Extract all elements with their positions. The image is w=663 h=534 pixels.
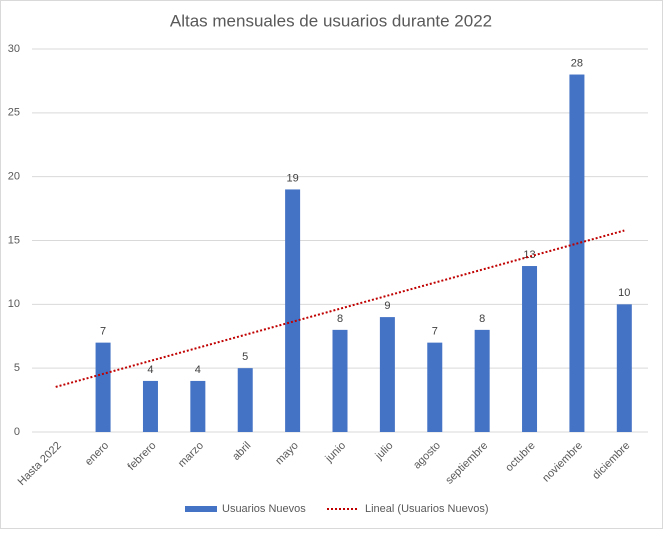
bar [474,329,490,432]
data-label: 9 [384,300,390,312]
data-label: 7 [100,326,106,338]
data-label: 28 [571,57,583,69]
bar [332,329,348,432]
data-label: 10 [618,287,630,299]
bar [190,380,206,432]
data-label: 13 [523,249,535,261]
chart-title: Altas mensuales de usuarios durante 2022 [170,11,492,30]
data-label: 5 [242,351,248,363]
data-label: 19 [286,172,298,184]
data-label: 7 [432,326,438,338]
legend-label: Usuarios Nuevos [222,503,306,515]
bar [569,74,585,433]
bar [427,342,443,432]
bar [237,368,253,432]
y-tick-label: 0 [14,426,20,438]
legend-swatch [185,506,217,512]
y-tick-label: 15 [8,234,20,246]
legend-label: Lineal (Usuarios Nuevos) [365,503,489,515]
bar [285,189,301,432]
bar [379,317,395,432]
y-tick-label: 30 [8,43,20,55]
y-tick-label: 10 [8,298,20,310]
y-tick-label: 25 [8,107,20,119]
y-tick-label: 20 [8,171,20,183]
data-label: 4 [147,364,153,376]
bar [95,342,111,432]
data-label: 8 [337,313,343,325]
bar [616,304,632,432]
y-tick-label: 5 [14,362,20,374]
bar [522,266,538,432]
bar [142,380,158,432]
data-label: 8 [479,313,485,325]
data-label: 4 [195,364,201,376]
